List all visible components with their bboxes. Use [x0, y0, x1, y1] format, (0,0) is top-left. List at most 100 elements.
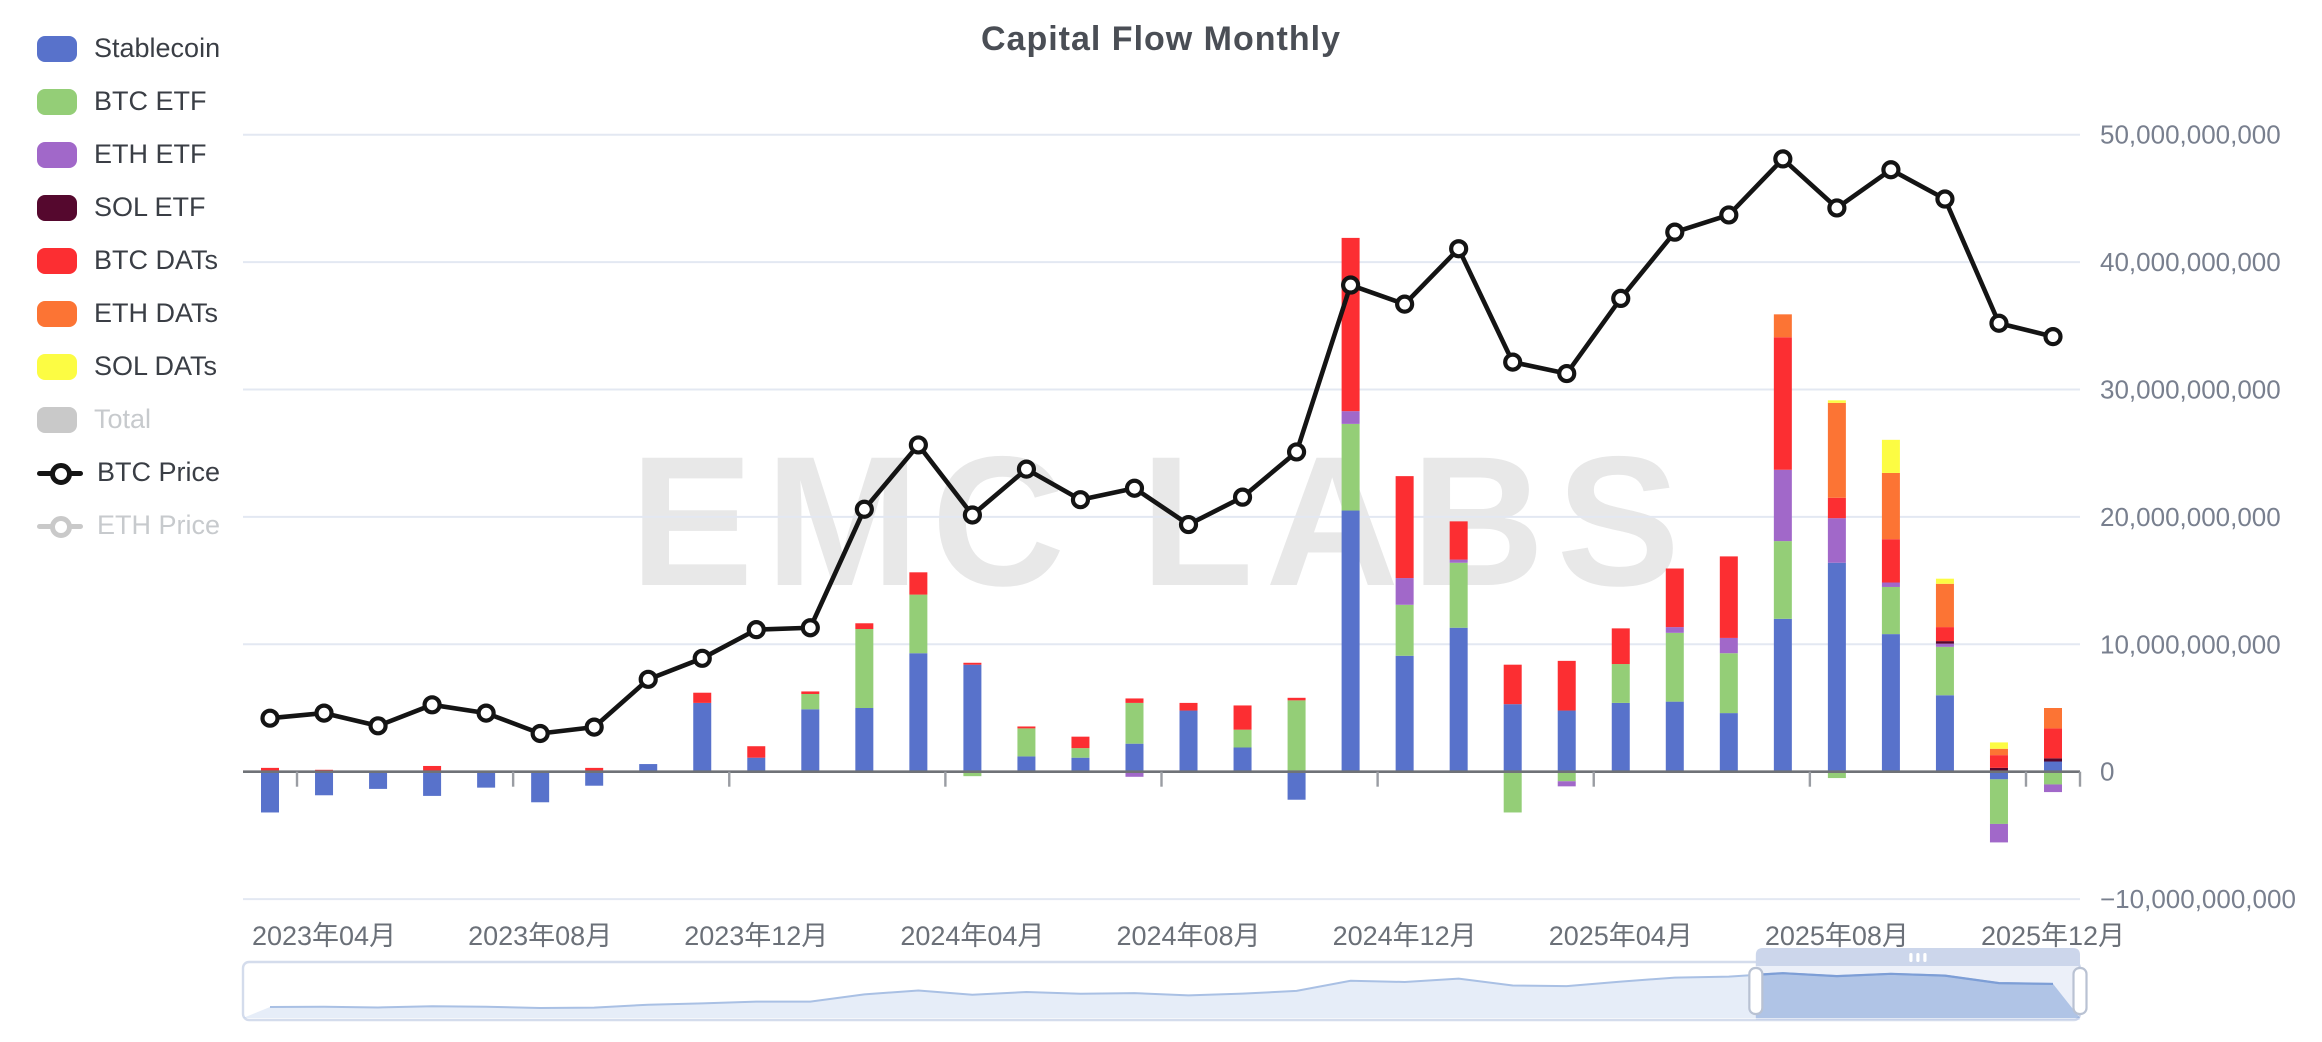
- bar-segment-stablecoin[interactable]: [477, 771, 496, 788]
- bar-segment-stablecoin[interactable]: [1503, 704, 1522, 772]
- bar-segment-stablecoin[interactable]: [1017, 756, 1036, 772]
- bar-segment-btc-dats[interactable]: [1935, 627, 1954, 642]
- bar-segment-eth-etf[interactable]: [1665, 627, 1684, 633]
- bar-segment-eth-etf[interactable]: [1719, 637, 1738, 654]
- navigator-selection[interactable]: [1755, 962, 2080, 1020]
- btc-price-marker[interactable]: [422, 695, 442, 715]
- bar-segment-btc-dats[interactable]: [1665, 568, 1684, 628]
- bar-segment-stablecoin[interactable]: [1719, 713, 1738, 772]
- bar-stack-2023-04[interactable]: [315, 769, 334, 796]
- legend-item-sol-etf[interactable]: SOL ETF: [37, 181, 220, 234]
- bar-stack-2025-10[interactable]: [1935, 578, 1954, 772]
- bar-segment-stablecoin[interactable]: [1827, 562, 1846, 772]
- legend-item-eth-price[interactable]: ETH Price: [37, 499, 220, 552]
- bar-segment-eth-etf[interactable]: [1125, 771, 1144, 777]
- navigator-left-handle[interactable]: [1748, 966, 1764, 1016]
- bar-segment-stablecoin[interactable]: [855, 708, 874, 772]
- btc-price-marker[interactable]: [746, 620, 766, 640]
- btc-price-marker[interactable]: [368, 716, 388, 736]
- bar-segment-stablecoin[interactable]: [369, 771, 388, 789]
- bar-segment-btc-etf[interactable]: [1017, 728, 1036, 757]
- btc-price-marker[interactable]: [1665, 222, 1685, 242]
- legend-item-sol-dats[interactable]: SOL DATs: [37, 340, 220, 393]
- bar-segment-eth-etf[interactable]: [1881, 582, 1900, 587]
- bar-stack-2024-12[interactable]: [1395, 476, 1414, 772]
- bar-segment-eth-etf[interactable]: [1827, 518, 1846, 563]
- bar-segment-btc-dats[interactable]: [423, 765, 442, 772]
- bar-segment-btc-dats[interactable]: [963, 662, 982, 665]
- bar-segment-sol-dats[interactable]: [1935, 578, 1954, 584]
- btc-price-marker[interactable]: [1503, 352, 1523, 372]
- btc-price-marker[interactable]: [1557, 363, 1577, 384]
- btc-price-marker[interactable]: [1611, 288, 1631, 309]
- bar-segment-btc-etf[interactable]: [1395, 604, 1414, 656]
- bar-segment-btc-etf[interactable]: [1449, 562, 1468, 628]
- bar-segment-stablecoin[interactable]: [1665, 701, 1684, 772]
- bar-segment-stablecoin[interactable]: [1557, 710, 1576, 772]
- bar-segment-btc-etf[interactable]: [1665, 632, 1684, 702]
- bar-stack-2023-12[interactable]: [747, 746, 766, 772]
- btc-price-line[interactable]: [267, 156, 2056, 736]
- bar-segment-stablecoin[interactable]: [531, 771, 550, 803]
- bar-stack-2023-05[interactable]: [369, 771, 388, 789]
- bar-segment-eth-etf[interactable]: [1557, 781, 1576, 787]
- btc-price-marker[interactable]: [854, 499, 874, 519]
- bar-segment-btc-dats[interactable]: [1557, 660, 1576, 711]
- btc-price-marker[interactable]: [1070, 490, 1091, 510]
- bar-segment-btc-dats[interactable]: [909, 572, 928, 595]
- bar-segment-btc-etf[interactable]: [1881, 586, 1900, 635]
- legend-item-eth-etf[interactable]: ETH ETF: [37, 128, 220, 181]
- bar-segment-stablecoin[interactable]: [693, 702, 712, 772]
- bar-segment-btc-dats[interactable]: [1773, 337, 1792, 470]
- bar-segment-btc-dats[interactable]: [261, 767, 279, 772]
- bar-segment-sol-etf[interactable]: [1989, 767, 2008, 772]
- bar-segment-btc-dats[interactable]: [1611, 628, 1630, 665]
- btc-price-marker[interactable]: [1395, 294, 1415, 314]
- bar-segment-eth-etf[interactable]: [1773, 469, 1792, 542]
- bar-segment-stablecoin[interactable]: [1773, 618, 1792, 772]
- legend-item-stablecoin[interactable]: Stablecoin: [37, 22, 220, 75]
- btc-price-marker[interactable]: [908, 435, 928, 455]
- bar-segment-stablecoin[interactable]: [747, 757, 766, 772]
- legend-item-total[interactable]: Total: [37, 393, 220, 446]
- bar-segment-stablecoin[interactable]: [1395, 655, 1414, 772]
- bar-segment-stablecoin[interactable]: [1611, 702, 1630, 772]
- bar-segment-btc-dats[interactable]: [585, 767, 604, 772]
- bar-segment-btc-dats[interactable]: [1071, 736, 1090, 749]
- bar-segment-eth-dats[interactable]: [1935, 583, 1954, 628]
- bar-segment-stablecoin[interactable]: [1341, 510, 1360, 772]
- btc-price-marker[interactable]: [530, 723, 550, 744]
- btc-price-marker[interactable]: [1989, 313, 2009, 333]
- btc-price-marker[interactable]: [2043, 327, 2063, 347]
- bar-segment-stablecoin[interactable]: [1935, 695, 1954, 772]
- bar-stack-2024-04[interactable]: [963, 662, 982, 777]
- btc-price-marker[interactable]: [1124, 478, 1145, 498]
- bar-segment-stablecoin[interactable]: [1179, 710, 1198, 772]
- bar-segment-eth-dats[interactable]: [2044, 708, 2062, 729]
- bar-stack-2024-05[interactable]: [1017, 726, 1036, 772]
- bar-segment-btc-dats[interactable]: [1719, 556, 1738, 638]
- bar-segment-stablecoin[interactable]: [1989, 771, 2008, 780]
- bar-segment-btc-etf[interactable]: [1233, 729, 1252, 748]
- btc-price-marker[interactable]: [692, 648, 712, 668]
- bar-stack-2025-08[interactable]: [1827, 400, 1846, 779]
- btc-price-marker[interactable]: [314, 703, 334, 723]
- bar-segment-sol-etf[interactable]: [2044, 758, 2062, 762]
- bar-segment-stablecoin[interactable]: [423, 771, 442, 796]
- bar-segment-eth-dats[interactable]: [1989, 748, 2008, 756]
- btc-price-marker[interactable]: [1016, 459, 1037, 479]
- btc-price-marker[interactable]: [1449, 239, 1469, 259]
- bar-segment-btc-etf[interactable]: [1341, 423, 1360, 511]
- bar-segment-eth-etf[interactable]: [1341, 411, 1360, 424]
- btc-price-marker[interactable]: [638, 669, 658, 689]
- bar-stack-2024-07[interactable]: [1125, 698, 1144, 777]
- btc-price-marker[interactable]: [584, 717, 604, 737]
- bar-segment-sol-dats[interactable]: [1989, 742, 2008, 749]
- bar-segment-btc-etf[interactable]: [1773, 541, 1792, 619]
- bar-segment-btc-etf[interactable]: [1935, 646, 1954, 696]
- bar-segment-stablecoin[interactable]: [909, 653, 928, 772]
- bar-segment-stablecoin[interactable]: [801, 709, 820, 772]
- bar-stack-2025-02[interactable]: [1503, 664, 1522, 813]
- bar-segment-btc-dats[interactable]: [1827, 497, 1846, 519]
- bar-stack-2023-10[interactable]: [639, 764, 658, 772]
